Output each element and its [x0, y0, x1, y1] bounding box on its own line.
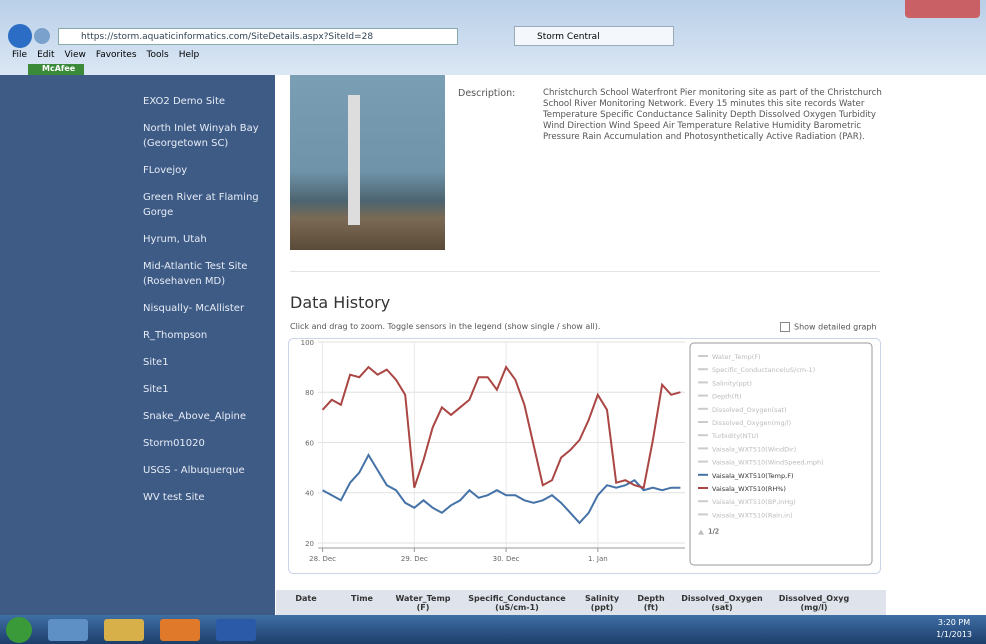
column-header[interactable]: Depth (ft)	[637, 594, 665, 612]
description-text: Christchurch School Waterfront Pier moni…	[543, 88, 882, 142]
menu-item[interactable]: View	[64, 50, 86, 60]
y-tick-label: 60	[305, 439, 314, 447]
taskbar-word[interactable]	[216, 619, 256, 641]
sidebar	[0, 75, 275, 615]
column-header[interactable]: Time	[351, 594, 373, 603]
site-link[interactable]: WV test Site	[143, 492, 205, 503]
menu-bar: File Edit View Favorites Tools Help	[0, 50, 199, 62]
menu-item[interactable]: Favorites	[95, 50, 137, 60]
site-photo	[290, 75, 445, 250]
x-tick-label: 1. Jan	[588, 555, 608, 563]
site-link[interactable]: Green River at Flaming Gorge	[143, 192, 259, 218]
site-link[interactable]: Nisqually- McAllister	[143, 303, 245, 314]
site-link[interactable]: Site1	[143, 357, 169, 368]
legend-pager-arrow[interactable]	[698, 529, 704, 535]
legend-entry[interactable]: Depth(ft)	[712, 393, 742, 401]
legend-pager[interactable]: 1/2	[708, 528, 719, 536]
legend-entry[interactable]: Salinity(ppt)	[712, 379, 752, 387]
x-tick-label: 29. Dec	[401, 555, 428, 563]
site-link[interactable]: North Inlet Winyah Bay (Georgetown SC)	[143, 123, 259, 149]
legend-entry[interactable]: Vaisala_WXT510(WindDir)	[712, 445, 796, 453]
menu-item[interactable]: Help	[178, 50, 200, 60]
chart: 20 40 60 80 100 28. Dec 29. Dec 30. Dec 1. Jan Wa…	[288, 338, 881, 574]
legend-box	[689, 342, 873, 566]
site-list: EXO2 Demo Site North Inlet Winyah Bay (Ge…	[143, 94, 269, 517]
taskbar-explorer[interactable]	[104, 619, 144, 641]
column-header[interactable]: Salinity (ppt)	[584, 594, 620, 612]
tab[interactable]: Storm Central	[514, 26, 674, 46]
instructions: Click and drag to zoom. Toggle sensors i…	[290, 322, 601, 331]
back-button[interactable]	[8, 24, 32, 48]
start-button[interactable]	[6, 617, 32, 643]
menu-item[interactable]: Edit	[37, 50, 55, 60]
checkbox-label[interactable]: Show detailed graph	[794, 322, 877, 332]
forward-button[interactable]	[34, 28, 50, 44]
site-link[interactable]: FLovejoy	[143, 165, 188, 176]
legend-entry[interactable]: Specific_Conductance(uS/cm-1)	[712, 366, 815, 374]
menu-item[interactable]: Tools	[146, 50, 169, 60]
legend-entry[interactable]: Vaisala_WXT510(RH%)	[712, 485, 786, 493]
legend-entry[interactable]: Vaisala_WXT510(BP,inHg)	[712, 498, 796, 506]
browser-chrome: https://storm.aquaticinformatics.com/Sit…	[0, 0, 986, 75]
favorites-item[interactable]: McAfee	[28, 64, 84, 75]
data-line	[321, 365, 681, 489]
x-tick-label: 30. Dec	[493, 555, 520, 563]
site-link[interactable]: Snake_Above_Alpine	[143, 411, 247, 422]
clock-date: 1/1/2013	[936, 630, 972, 639]
taskbar	[0, 615, 986, 644]
address-bar[interactable]: https://storm.aquaticinformatics.com/Sit…	[58, 28, 458, 45]
column-header[interactable]: Dissolved_Oxygen (sat)	[681, 594, 763, 612]
legend-entry[interactable]: Turbidity(NTU)	[711, 432, 759, 440]
site-link[interactable]: EXO2 Demo Site	[143, 96, 226, 107]
table-header: Date Time Water_Temp (F) Specific_Conductan…	[276, 590, 886, 615]
taskbar-app[interactable]	[160, 619, 200, 641]
site-link[interactable]: Mid-Atlantic Test Site (Rosehaven MD)	[143, 261, 248, 287]
description-label: Description:	[458, 88, 516, 99]
site-link[interactable]: Site1	[143, 384, 169, 395]
pole	[348, 95, 360, 225]
legend-entry[interactable]: Dissolved_Oxygen(mg/l)	[712, 419, 791, 427]
legend-entry[interactable]: Dissolved_Oxygen(sat)	[712, 406, 787, 414]
y-tick-label: 40	[305, 490, 314, 498]
site-link[interactable]: Hyrum, Utah	[143, 234, 207, 245]
legend-entry[interactable]: Vaisala_WXT510(Temp,F)	[712, 472, 793, 480]
legend-entry[interactable]: Vaisala_WXT510(WindSpeed,mph)	[712, 459, 824, 467]
menu-item[interactable]: File	[12, 50, 28, 60]
site-link[interactable]: USGS - Albuquerque	[143, 465, 245, 476]
clock: 3:20 PM 1/1/2013	[936, 617, 972, 641]
taskbar-ie[interactable]	[48, 619, 88, 641]
site-link[interactable]: Storm01020	[143, 438, 205, 449]
column-header[interactable]: Dissolved_Oxyg (mg/l)	[778, 594, 850, 612]
site-link[interactable]: R_Thompson	[143, 330, 208, 341]
legend-entry[interactable]: Water_Temp(F)	[712, 353, 761, 361]
legend-entry[interactable]: Vaisala_WXT510(Rain,in)	[712, 511, 793, 519]
divider	[290, 271, 880, 272]
column-header[interactable]: Date	[295, 594, 317, 603]
section-title: Data History	[290, 293, 391, 312]
column-header[interactable]: Water_Temp (F)	[395, 594, 451, 612]
checkbox[interactable]: Show detailed graph	[780, 322, 877, 332]
y-tick-label: 20	[305, 540, 314, 548]
checkbox-box[interactable]	[780, 322, 790, 332]
window-controls[interactable]	[905, 0, 980, 18]
clock-time: 3:20 PM	[937, 618, 971, 627]
column-header[interactable]: Specific_Conductance (uS/cm-1)	[468, 594, 566, 612]
x-tick-label: 28. Dec	[309, 555, 336, 563]
y-tick-label: 100	[301, 339, 314, 347]
data-line	[322, 452, 681, 525]
y-tick-label: 80	[305, 389, 314, 397]
